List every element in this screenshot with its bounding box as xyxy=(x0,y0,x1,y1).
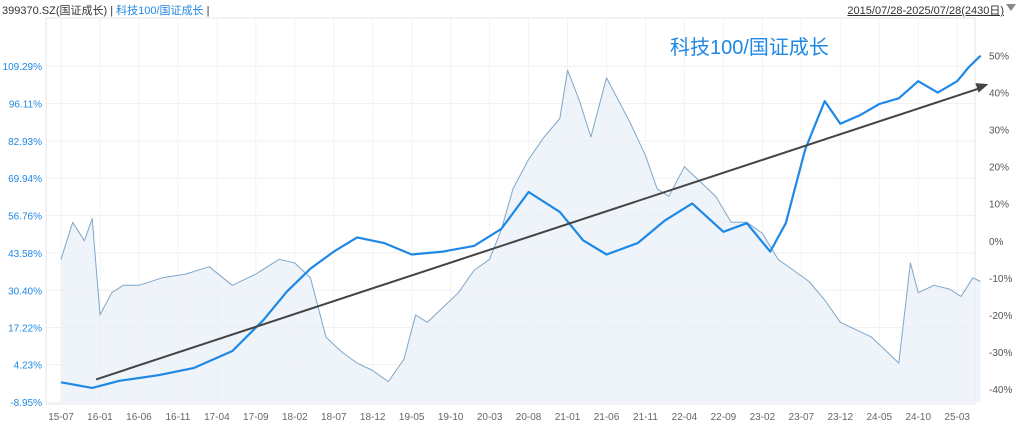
left-axis-tick-label: 17.22% xyxy=(8,324,42,335)
right-axis-tick-label: 0% xyxy=(989,237,1004,248)
x-axis-tick-label: 22-09 xyxy=(711,412,737,423)
x-axis-tick-label: 23-02 xyxy=(750,412,776,423)
ratio-series-line xyxy=(60,54,982,389)
left-axis-tick-label: 4.23% xyxy=(14,361,42,372)
x-axis-tick-label: 23-07 xyxy=(789,412,815,423)
x-axis-tick-label: 16-01 xyxy=(87,412,113,423)
right-axis-tick-label: -30% xyxy=(989,348,1012,359)
x-axis-tick-label: 16-11 xyxy=(165,412,190,423)
right-axis-tick-label: -40% xyxy=(989,385,1012,396)
x-axis-tick-label: 18-12 xyxy=(360,412,386,423)
x-axis-tick-label: 19-05 xyxy=(399,412,425,423)
x-axis-tick-label: 18-07 xyxy=(321,412,347,423)
right-axis-tick-label: -10% xyxy=(989,274,1012,285)
x-axis-tick-label: 21-11 xyxy=(633,412,658,423)
x-axis-tick-label: 25-03 xyxy=(944,412,970,423)
trend-line xyxy=(95,87,981,381)
legend-separator: | xyxy=(110,5,114,17)
x-axis-tick-label: 24-05 xyxy=(866,412,892,423)
x-axis-tick-label: 20-03 xyxy=(477,412,503,423)
x-axis-tick-label: 15-07 xyxy=(48,412,74,423)
x-axis-tick-label: 17-09 xyxy=(243,412,269,423)
index-series-line xyxy=(60,69,981,383)
left-axis-tick-label: 109.29% xyxy=(3,62,43,73)
x-axis-tick-label: 21-01 xyxy=(555,412,581,423)
date-range-selector[interactable]: 2015/07/28-2025/07/28(2430日) xyxy=(847,5,1004,17)
legend-series-label[interactable]: 科技100/国证成长 xyxy=(116,5,204,17)
x-axis-tick-label: 24-10 xyxy=(905,412,931,423)
x-axis-tick-label: 21-06 xyxy=(594,412,620,423)
chevron-down-icon[interactable] xyxy=(1006,4,1016,11)
chart-header: 399370.SZ(国证成长) | 科技100/国证成长 | 2015/07/2… xyxy=(0,0,1024,18)
x-axis-tick-label: 19-10 xyxy=(438,412,464,423)
left-axis-tick-label: 30.40% xyxy=(8,286,42,297)
trend-arrowhead xyxy=(975,83,989,93)
right-axis-tick-label: 40% xyxy=(989,89,1009,100)
right-axis-tick-label: -20% xyxy=(989,311,1012,322)
index-area-fill xyxy=(61,70,981,403)
x-axis-tick-label: 23-12 xyxy=(828,412,854,423)
left-axis-tick-label: -8.95% xyxy=(10,398,42,409)
plot-frame xyxy=(45,17,976,405)
x-axis-tick-label: 20-08 xyxy=(516,412,542,423)
right-axis-tick-label: 10% xyxy=(989,200,1009,211)
right-axis-tick-label: 30% xyxy=(989,126,1009,137)
left-axis-tick-label: 56.76% xyxy=(8,211,42,222)
x-axis-tick-label: 22-04 xyxy=(672,412,698,423)
legend: 399370.SZ(国证成长) | 科技100/国证成长 | xyxy=(2,2,209,18)
left-axis-tick-label: 43.58% xyxy=(8,249,42,260)
left-axis-tick-label: 69.94% xyxy=(8,174,42,185)
right-axis-tick-label: 20% xyxy=(989,163,1009,174)
legend-separator: | xyxy=(206,5,210,17)
x-axis-tick-label: 17-04 xyxy=(204,412,230,423)
x-axis-tick-label: 16-06 xyxy=(126,412,152,423)
right-axis-tick-label: 50% xyxy=(989,52,1009,63)
legend-index-label[interactable]: 399370.SZ(国证成长) xyxy=(2,5,108,17)
left-axis-tick-label: 96.11% xyxy=(9,100,42,111)
x-axis-tick-label: 18-02 xyxy=(282,412,308,423)
chart-annotation: 科技100/国证成长 xyxy=(670,36,829,59)
left-axis-tick-label: 82.93% xyxy=(8,137,42,148)
